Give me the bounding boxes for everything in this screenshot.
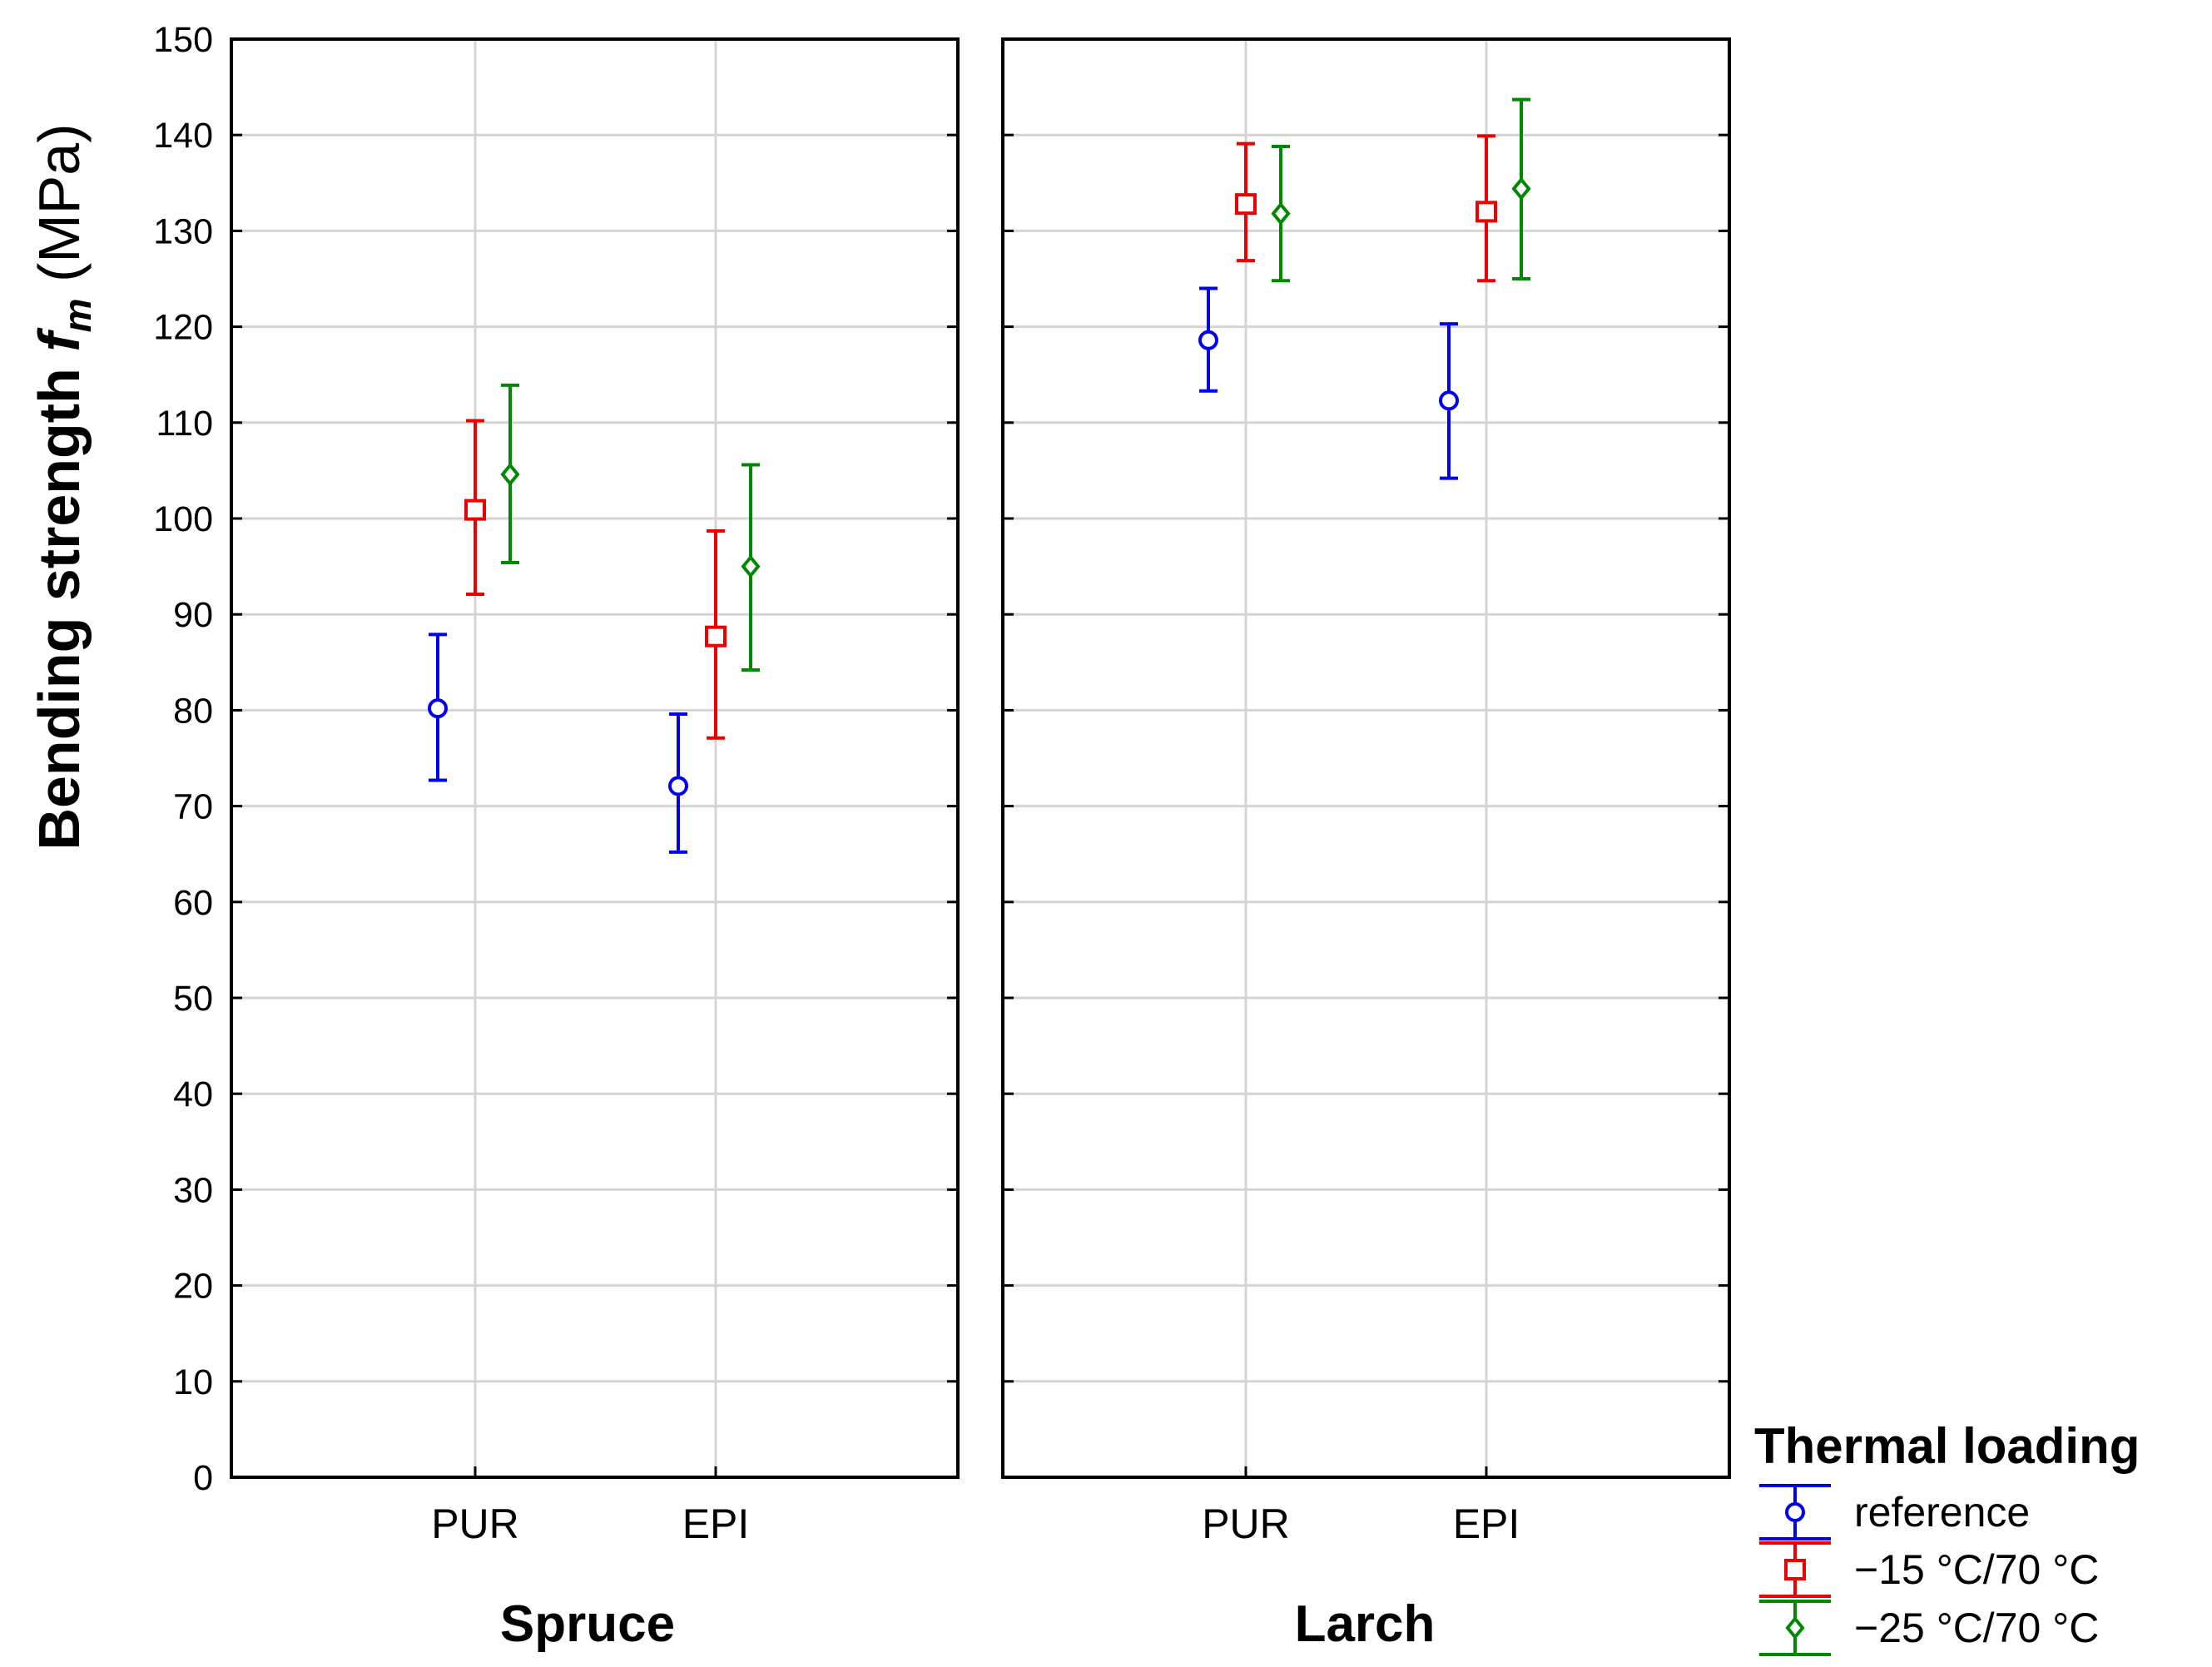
legend-label: reference (1854, 1489, 2030, 1536)
y-tick-label: 130 (153, 211, 213, 251)
panel-title: Spruce (500, 1595, 675, 1653)
y-tick-label: 110 (156, 404, 213, 444)
marker-square (1475, 201, 1497, 223)
y-tick-label: 100 (153, 499, 213, 539)
marker-diamond (1785, 1615, 1805, 1640)
error-bar-point (500, 383, 520, 564)
marker-circle (668, 776, 688, 796)
marker-circle (1198, 330, 1218, 350)
x-tick-label: EPI (682, 1501, 750, 1547)
y-tick-label: 30 (173, 1170, 213, 1210)
y-tick-label: 0 (193, 1458, 213, 1498)
legend-label: −15 °C/70 °C (1854, 1546, 2099, 1593)
error-bar-point (464, 419, 486, 597)
marker-square (1235, 193, 1257, 216)
marker-square (1784, 1559, 1806, 1580)
legend-item: reference (1759, 1484, 2030, 1540)
y-tick-label: 150 (153, 20, 213, 60)
legend-title: Thermal loading (1754, 1418, 2140, 1474)
legend-item: −25 °C/70 °C (1759, 1600, 2099, 1656)
error-bar-point (1198, 286, 1218, 393)
gridlines (231, 39, 1729, 1477)
marker-diamond (500, 462, 520, 487)
marker-diamond (741, 554, 761, 578)
legend-item: −15 °C/70 °C (1759, 1541, 2099, 1598)
y-tick-label: 80 (173, 691, 213, 731)
error-bar-point (1271, 145, 1291, 283)
error-bar-point (1475, 134, 1497, 283)
x-tick-label: PUR (431, 1501, 519, 1547)
error-bar-point (705, 528, 727, 740)
marker-circle (1439, 390, 1459, 411)
y-tick-label: 70 (173, 787, 213, 827)
marker-diamond (1271, 201, 1291, 226)
y-tick-label: 120 (153, 308, 213, 348)
marker-circle (428, 698, 448, 719)
panel-frame (230, 37, 960, 1479)
x-tick-label: EPI (1453, 1501, 1520, 1547)
axis-labels: 0 10 20 30 40 50 60 70 80 90 100 110 120 130 140 150 PUR… (153, 20, 1520, 1653)
marker-diamond (1511, 176, 1531, 201)
error-bar-point (428, 633, 448, 782)
y-tick-label: 60 (173, 883, 213, 923)
y-tick-label: 10 (173, 1362, 213, 1402)
error-bar-point (1235, 141, 1257, 263)
y-tick-label: 50 (173, 979, 213, 1019)
error-bar-point (668, 712, 688, 854)
error-bar-point (741, 463, 761, 672)
marker-square (464, 499, 486, 521)
legend: Thermal loading reference −15 °C/70 °C −25… (1754, 1418, 2140, 1656)
data-marks (428, 97, 1531, 854)
y-axis-label: Bending strength fm (MPa) (27, 123, 99, 850)
axes (230, 37, 1731, 1479)
y-tick-label: 90 (173, 595, 213, 635)
y-tick-label: 140 (153, 116, 213, 156)
error-bar-point (1439, 322, 1459, 480)
marker-circle (1785, 1502, 1805, 1522)
legend-label: −25 °C/70 °C (1854, 1605, 2099, 1651)
error-bar-point (1511, 97, 1531, 280)
panel-title: Larch (1295, 1595, 1436, 1653)
x-tick-label: PUR (1202, 1501, 1290, 1547)
y-tick-label: 20 (173, 1267, 213, 1307)
marker-square (705, 625, 727, 647)
y-tick-label: 40 (173, 1074, 213, 1114)
panel-frame (1001, 37, 1731, 1479)
